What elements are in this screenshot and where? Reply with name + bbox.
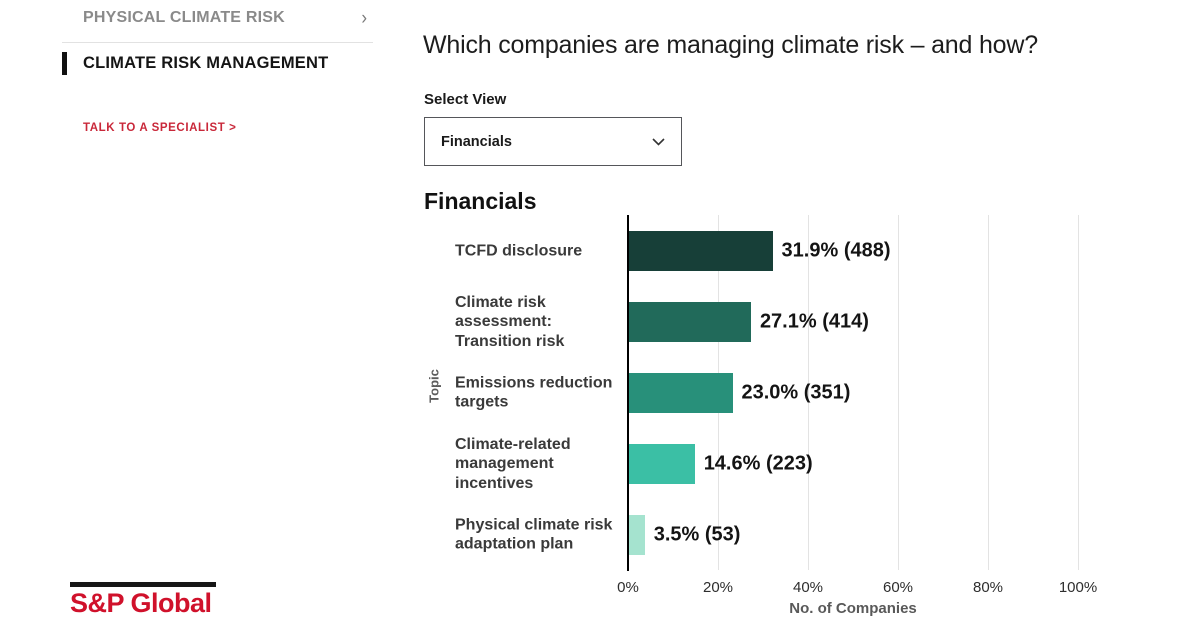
page-title: Which companies are managing climate ris… bbox=[423, 31, 1038, 59]
x-tick-label: 40% bbox=[792, 579, 824, 596]
bar[interactable] bbox=[629, 301, 751, 342]
sidebar-item-physical-climate-risk[interactable]: PHYSICAL CLIMATE RISK › bbox=[62, 0, 373, 43]
logo-bar bbox=[70, 582, 216, 587]
sp-global-logo: S&P Global bbox=[70, 582, 216, 619]
category-label: TCFD disclosure bbox=[455, 241, 583, 259]
bar[interactable] bbox=[629, 230, 773, 271]
view-select-value: Financials bbox=[441, 133, 512, 150]
sidebar-item-climate-risk-management[interactable]: CLIMATE RISK MANAGEMENT bbox=[62, 52, 373, 75]
x-tick-label: 0% bbox=[617, 579, 639, 596]
gridline bbox=[988, 215, 989, 570]
x-axis-title: No. of Companies bbox=[789, 600, 917, 617]
bar[interactable] bbox=[629, 372, 733, 413]
talk-to-specialist-link[interactable]: TALK TO A SPECIALIST > bbox=[83, 122, 237, 134]
x-tick-label: 80% bbox=[972, 579, 1004, 596]
y-axis-title: Topic bbox=[426, 369, 442, 403]
x-tick-label: 60% bbox=[882, 579, 914, 596]
value-label: 14.6% (223) bbox=[703, 452, 813, 474]
chart-title: Financials bbox=[424, 188, 537, 214]
select-view-label: Select View bbox=[424, 91, 507, 108]
category-label: Climate-related management incentives bbox=[455, 435, 571, 492]
sidebar-active-item-label: CLIMATE RISK MANAGEMENT bbox=[83, 54, 329, 72]
category-label: Emissions reduction targets bbox=[455, 374, 613, 411]
bar[interactable] bbox=[629, 514, 645, 555]
bar[interactable] bbox=[629, 443, 695, 484]
gridline bbox=[898, 215, 899, 570]
value-label: 3.5% (53) bbox=[653, 523, 741, 545]
category-label: Climate risk assessment: Transition risk bbox=[455, 293, 565, 350]
sidebar-item-label: PHYSICAL CLIMATE RISK bbox=[83, 9, 285, 26]
chevron-down-icon bbox=[652, 137, 665, 146]
y-axis-line bbox=[627, 215, 629, 571]
gridline bbox=[1078, 215, 1079, 570]
value-label: 31.9% (488) bbox=[781, 239, 891, 261]
chevron-right-icon: › bbox=[361, 6, 367, 29]
x-tick-label: 100% bbox=[1058, 579, 1098, 596]
category-label: Physical climate risk adaptation plan bbox=[455, 516, 613, 553]
gridline bbox=[808, 215, 809, 570]
value-label: 27.1% (414) bbox=[759, 310, 869, 332]
logo-text: S&P Global bbox=[70, 588, 212, 618]
view-select-dropdown[interactable]: Financials bbox=[424, 117, 682, 166]
x-tick-label: 20% bbox=[702, 579, 734, 596]
value-label: 23.0% (351) bbox=[741, 381, 851, 403]
